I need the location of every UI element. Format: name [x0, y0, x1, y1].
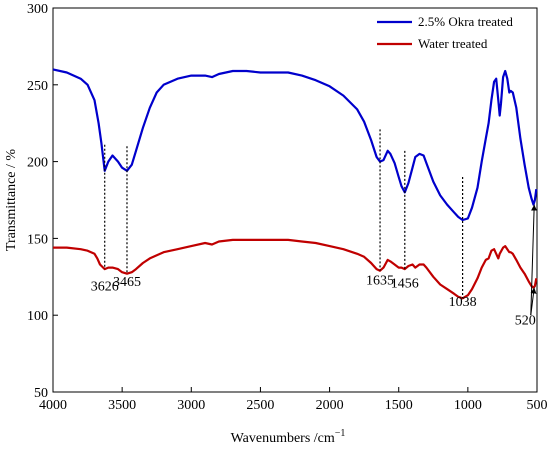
legend-label: Water treated: [418, 36, 488, 51]
peak-label: 3465: [113, 275, 141, 290]
y-tick-label: 150: [27, 232, 48, 247]
legend-label: 2.5% Okra treated: [418, 14, 513, 29]
x-tick-label: 1500: [385, 398, 413, 413]
x-tick-label: 3500: [108, 398, 136, 413]
legend: 2.5% Okra treated Water treated: [377, 14, 513, 51]
x-tick-label: 4000: [39, 398, 67, 413]
y-tick-label: 300: [27, 2, 48, 17]
y-axis-title: Transmittance / %: [4, 149, 19, 251]
peak-label: 3626: [91, 280, 119, 295]
x-axis-title-text: Wavenumbers /cm: [231, 431, 335, 446]
y-tick-label: 250: [27, 79, 48, 94]
y-tick-label: 100: [27, 309, 48, 324]
y-tick-label: 50: [34, 386, 48, 401]
peak-label-520: 520: [515, 313, 536, 328]
peak-label: 1456: [391, 277, 419, 292]
y-tick-label: 200: [27, 156, 48, 171]
series-line-water-treated: [53, 238, 538, 300]
arrow-520: [530, 204, 538, 316]
series-group: [52, 68, 538, 300]
x-tick-label: 2500: [246, 398, 274, 413]
x-tick-label: 500: [527, 398, 548, 413]
series-line-okra-treated: [52, 68, 538, 222]
peak-label: 1635: [366, 273, 394, 288]
x-tick-label: 1000: [454, 398, 482, 413]
plot-frame-group: [52, 7, 538, 393]
plot-frame: [52, 7, 538, 393]
x-tick-label: 2000: [316, 398, 344, 413]
x-axis-title-superscript: −1: [335, 428, 346, 439]
x-tick-label: 3000: [177, 398, 205, 413]
arrow-520: [530, 287, 537, 316]
peak-label: 1038: [449, 295, 477, 310]
ticks-group: 4000 3500 3000 2500 2000 1500 1000 500 50 100 150 2…: [27, 2, 548, 413]
x-axis-title: Wavenumbers /cm−1: [231, 428, 346, 446]
